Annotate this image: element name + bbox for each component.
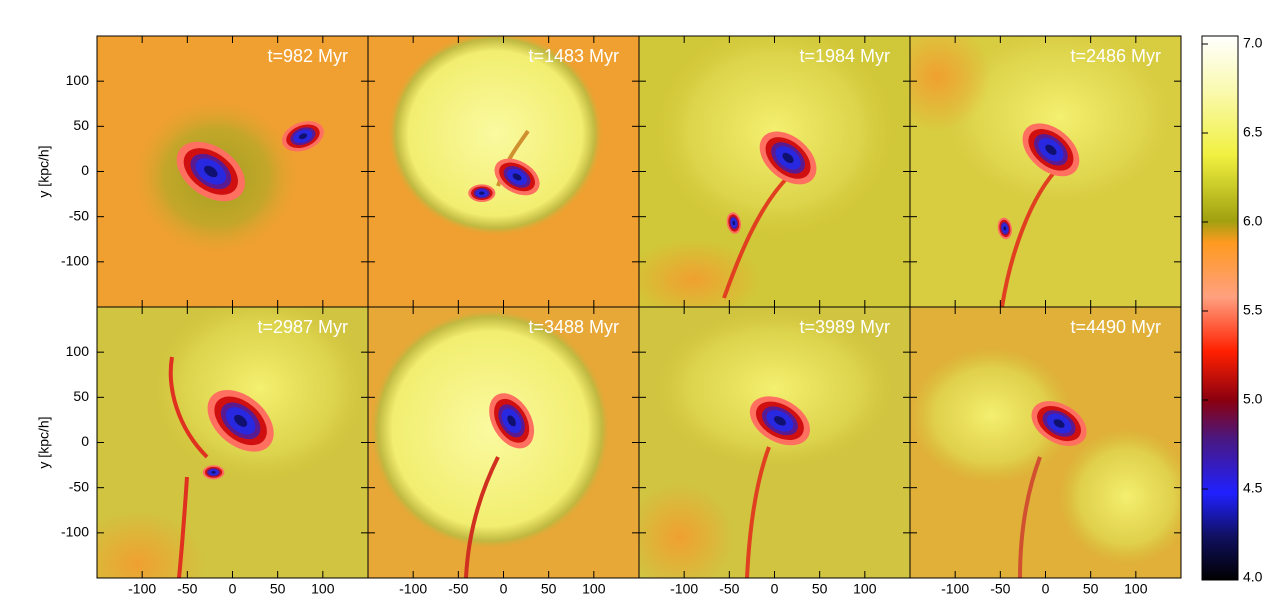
stream xyxy=(168,356,209,459)
stream xyxy=(745,446,771,578)
structure xyxy=(234,414,248,427)
panels: -100 -50 0 50 100 t=982 Myr y [kpc/h] t=1483 My… xyxy=(36,35,1182,597)
structure xyxy=(1003,226,1007,231)
colorbar-tick-label: 7.0 xyxy=(1243,35,1263,51)
x-tick-label: 100 xyxy=(311,581,335,597)
x-tick-label: 100 xyxy=(853,581,877,597)
panel-image xyxy=(639,307,910,578)
panel: -100 -50 0 50 100 t=3989 Myr xyxy=(638,306,911,597)
x-tick-label: 100 xyxy=(582,581,606,597)
y-tick-label: 0 xyxy=(81,162,89,178)
y-tick-label: 50 xyxy=(73,117,89,133)
panel: -100 -50 0 50 100 -100 -50 0 50 100 t=2987 Myr y [k… xyxy=(36,306,369,597)
panel-image xyxy=(368,307,639,578)
structure xyxy=(732,220,736,226)
x-tick-label: -100 xyxy=(128,581,156,597)
colorbar-tick-label: 4.0 xyxy=(1243,569,1263,585)
structure xyxy=(368,307,612,551)
panel-image xyxy=(368,36,639,307)
structure xyxy=(479,191,485,195)
panel-title: t=1984 Myr xyxy=(799,46,890,66)
panel-title: t=1483 Myr xyxy=(528,46,619,66)
structure xyxy=(151,307,368,484)
y-tick-label: 0 xyxy=(81,433,89,449)
structure xyxy=(1053,419,1065,428)
panel-image xyxy=(639,36,910,307)
y-tick-label: -100 xyxy=(61,253,89,269)
stream xyxy=(1000,164,1062,307)
structure xyxy=(910,347,1073,484)
panel-title: t=982 Myr xyxy=(267,46,348,66)
structure xyxy=(507,415,516,427)
structure xyxy=(1045,144,1057,155)
stream xyxy=(464,456,500,578)
colorbar-tick-label: 4.5 xyxy=(1243,480,1263,496)
structure xyxy=(204,165,218,178)
y-tick-label: -100 xyxy=(61,524,89,540)
structure xyxy=(652,307,897,470)
panel: t=2486 Myr xyxy=(909,35,1182,308)
structure xyxy=(387,36,604,237)
y-tick-label: 100 xyxy=(66,343,90,359)
colorbar-tick-label: 5.5 xyxy=(1243,302,1263,318)
x-tick-label: -50 xyxy=(990,581,1010,597)
x-tick-label: 0 xyxy=(229,581,237,597)
structure xyxy=(937,36,1181,213)
panel: t=1483 Myr xyxy=(367,35,640,308)
x-tick-label: -50 xyxy=(448,581,468,597)
x-tick-label: 100 xyxy=(1124,581,1148,597)
x-tick-label: -50 xyxy=(719,581,739,597)
colorbar-tick-label: 6.5 xyxy=(1243,124,1263,140)
y-axis-label: y [kpc/h] xyxy=(36,416,52,468)
stream xyxy=(1018,456,1042,578)
structure xyxy=(910,36,992,131)
x-tick-label: 50 xyxy=(812,581,828,597)
panel: -100 -50 0 50 100 t=4490 Myr xyxy=(909,306,1182,597)
panel-image xyxy=(97,36,368,307)
y-tick-label: 50 xyxy=(73,388,89,404)
x-tick-label: 0 xyxy=(500,581,508,597)
x-tick-label: 50 xyxy=(1083,581,1099,597)
x-tick-label: -100 xyxy=(670,581,698,597)
y-tick-label: 100 xyxy=(66,72,90,88)
colorbar-tick-label: 5.0 xyxy=(1243,391,1263,407)
x-tick-label: -100 xyxy=(399,581,427,597)
x-tick-label: 50 xyxy=(270,581,286,597)
colorbar xyxy=(1201,35,1239,581)
x-tick-label: 0 xyxy=(771,581,779,597)
panel-title: t=4490 Myr xyxy=(1070,317,1161,337)
y-axis-label: y [kpc/h] xyxy=(36,145,52,197)
y-tick-label: -50 xyxy=(69,478,89,494)
structure xyxy=(298,133,308,140)
panel-title: t=3488 Myr xyxy=(528,317,619,337)
structure xyxy=(211,471,216,474)
x-tick-label: -50 xyxy=(177,581,197,597)
structure xyxy=(512,173,522,181)
colorbar-tick-label: 6.0 xyxy=(1243,213,1263,229)
panel-image xyxy=(910,307,1181,578)
structure xyxy=(782,152,794,164)
x-tick-label: 50 xyxy=(541,581,557,597)
panel: -100 -50 0 50 100 t=3488 Myr xyxy=(367,306,640,597)
structure xyxy=(1059,428,1181,565)
panel-title: t=2486 Myr xyxy=(1070,46,1161,66)
panel: -100 -50 0 50 100 t=982 Myr y [kpc/h] xyxy=(36,35,369,308)
panel-title: t=3989 Myr xyxy=(799,317,890,337)
panel-title: t=2987 Myr xyxy=(257,317,348,337)
structure xyxy=(97,510,206,578)
panel-image xyxy=(910,36,1181,307)
panel: t=1984 Myr xyxy=(638,35,911,308)
x-tick-label: -100 xyxy=(941,581,969,597)
panel-image xyxy=(97,307,368,578)
stream xyxy=(722,174,791,299)
structure xyxy=(773,416,786,426)
y-tick-label: -50 xyxy=(69,207,89,223)
structure xyxy=(639,483,734,578)
structure xyxy=(639,239,761,307)
x-tick-label: 0 xyxy=(1042,581,1050,597)
stream xyxy=(177,476,189,578)
